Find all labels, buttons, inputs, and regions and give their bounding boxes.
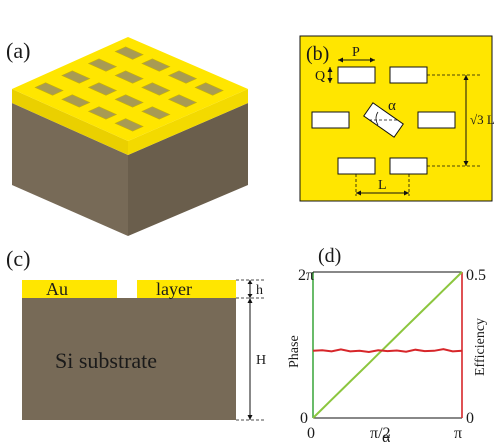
slot-hole xyxy=(61,94,91,108)
panel-d: (d) 2π 0 0.5 0 0 π/2 π α Phase Efficienc… xyxy=(287,245,488,443)
slot-hole xyxy=(34,82,64,96)
dim-h-arrow-bottom xyxy=(247,294,253,298)
slot-hole xyxy=(141,58,171,72)
slot-hole xyxy=(87,82,118,96)
panel-d-label: (d) xyxy=(318,245,341,267)
slot-hole xyxy=(141,82,171,96)
panel-a-label: (a) xyxy=(6,38,30,63)
slot-hole xyxy=(114,118,144,132)
slot-array xyxy=(34,46,224,132)
slot-hole xyxy=(114,46,144,60)
substrate-text: Si substrate xyxy=(55,348,157,373)
substrate-right-face xyxy=(128,103,248,236)
substrate-left-face xyxy=(12,103,128,236)
si-substrate xyxy=(22,298,236,420)
slot-middle-right xyxy=(417,111,456,129)
x-tick-pi-half: π/2 xyxy=(370,425,391,442)
gold-left-face xyxy=(12,89,128,155)
slot-hole xyxy=(194,82,224,96)
dim-sqrt3l-arrow-bottom xyxy=(463,161,469,166)
dim-h: h xyxy=(256,283,263,298)
dim-bigh: H xyxy=(256,353,266,368)
slot-bottom-left xyxy=(337,157,376,175)
slot-hole xyxy=(114,70,144,84)
au-text: Au xyxy=(46,279,68,299)
dim-sqrt3l: √3 L xyxy=(470,112,495,127)
gold-right-face xyxy=(128,89,248,155)
x-tick-0: 0 xyxy=(307,425,315,442)
panel-c-label: (c) xyxy=(6,246,30,271)
y-right-axis-label: Efficiency xyxy=(473,318,488,376)
slot-hole xyxy=(87,58,118,72)
panel-c: (c) Au layer Si substrate h H xyxy=(6,246,266,421)
dim-l-arrow-left xyxy=(356,190,361,196)
slot-hole xyxy=(87,106,118,120)
panel-b: (b) α P Q √3 L L xyxy=(299,35,495,202)
dim-bigh-arrow-bottom xyxy=(247,415,253,420)
dim-q: Q xyxy=(315,69,325,84)
slot-bottom-right xyxy=(389,157,428,175)
dim-p-arrow-right xyxy=(370,57,375,63)
dim-p-arrow-left xyxy=(338,57,343,63)
dim-l-arrow-right xyxy=(404,190,409,196)
slot-hole xyxy=(167,94,198,108)
rotation-arc xyxy=(375,111,379,126)
dim-bigh-arrow-top xyxy=(247,298,253,303)
slot-top-left xyxy=(337,66,376,84)
gold-top-face xyxy=(12,37,248,141)
dim-q-arrow-bottom xyxy=(327,78,333,83)
layer-text: layer xyxy=(156,279,192,299)
dim-l: L xyxy=(378,178,387,193)
dim-sqrt3l-arrow-top xyxy=(463,75,469,80)
series-phase-line xyxy=(312,271,463,419)
dim-p: P xyxy=(352,45,360,60)
x-axis-label: α xyxy=(382,429,391,443)
panel-b-label: (b) xyxy=(306,43,329,65)
au-gap xyxy=(117,280,137,298)
y-right-tick-bottom: 0 xyxy=(466,410,474,427)
slot-hole xyxy=(114,94,144,108)
dim-alpha: α xyxy=(388,98,396,114)
slot-hole xyxy=(141,106,171,120)
slot-center-rotated xyxy=(363,102,404,138)
x-tick-pi: π xyxy=(454,425,462,442)
slot-hole xyxy=(61,70,91,84)
slot-top-right xyxy=(389,66,428,84)
slot-hole xyxy=(167,70,198,84)
y-left-tick-bottom: 0 xyxy=(300,410,308,427)
dim-q-arrow-top xyxy=(327,67,333,72)
y-right-tick-top: 0.5 xyxy=(466,267,486,284)
y-left-axis-label: Phase xyxy=(287,335,302,368)
slot-middle-left xyxy=(311,111,350,129)
y-left-tick-top: 2π xyxy=(298,267,314,284)
dim-h-arrow-top xyxy=(247,280,253,284)
series-efficiency-line xyxy=(312,348,463,354)
panel-a: (a) xyxy=(6,37,248,236)
